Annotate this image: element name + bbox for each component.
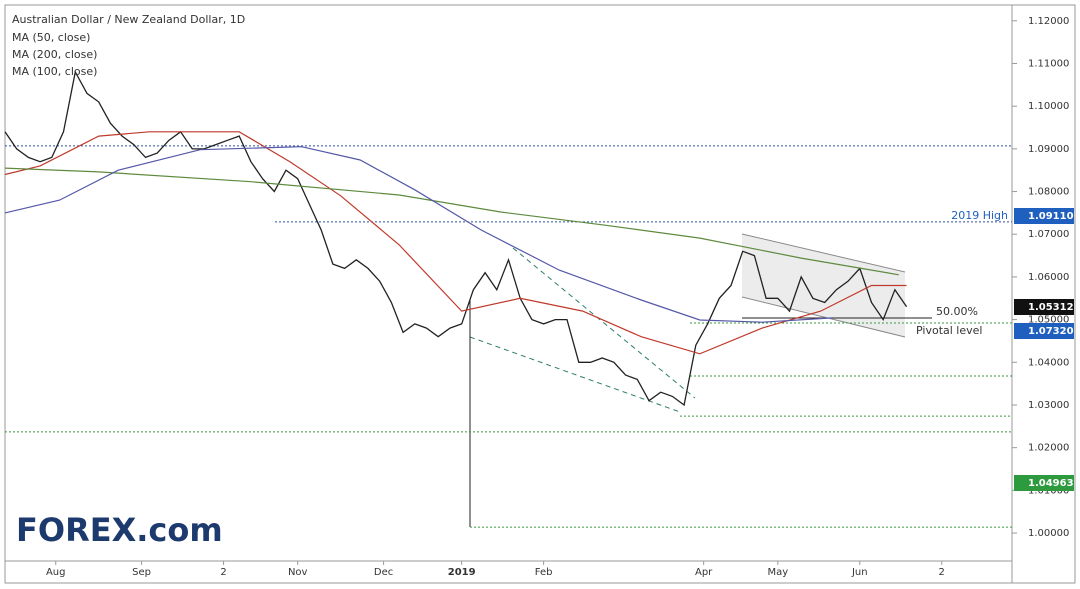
price-label-box: [1014, 323, 1074, 339]
legend-label: MA (100, close): [12, 65, 97, 78]
x-tick-label: Nov: [288, 567, 308, 578]
annotation: Pivotal level: [916, 324, 982, 337]
price-label-box: [1014, 299, 1074, 315]
y-tick-label: 1.12000: [1028, 16, 1069, 27]
x-tick-label: Apr: [695, 567, 713, 578]
channel-edge: [741, 296, 906, 338]
logo: FOREX.com: [16, 511, 223, 549]
x-tick-label: 2: [220, 567, 226, 578]
y-tick-label: 1.09000: [1028, 144, 1069, 155]
y-tick-label: 1.00000: [1028, 528, 1069, 539]
x-tick-label: 2019: [448, 567, 476, 578]
x-tick-label: 2: [939, 567, 945, 578]
y-tick-label: 1.08000: [1028, 187, 1069, 198]
chart-title: Australian Dollar / New Zealand Dollar, …: [12, 13, 245, 26]
x-tick-label: Feb: [535, 567, 553, 578]
channel-edge: [741, 233, 906, 273]
frame: [4, 4, 1076, 584]
y-tick-label: 1.05000: [1028, 315, 1069, 326]
price-label: 1.04963: [1028, 478, 1074, 489]
x-tick-label: Jun: [851, 567, 868, 578]
ma-line: [4, 167, 899, 276]
y-tick-label: 1.02000: [1028, 443, 1069, 454]
wedge-line: [512, 247, 696, 399]
y-tick-label: 1.03000: [1028, 400, 1069, 411]
y-tick-label: 1.04000: [1028, 357, 1069, 368]
legend-label: MA (50, close): [12, 31, 90, 44]
y-tick-label: 1.07000: [1028, 229, 1069, 240]
wedge-line: [469, 336, 681, 413]
channel: [742, 234, 905, 337]
x-tick-label: Aug: [46, 567, 66, 578]
x-tick-label: May: [767, 567, 788, 578]
legend-label: MA (200, close): [12, 48, 97, 61]
x-tick-label: Dec: [374, 567, 393, 578]
annotation: 2019 High: [951, 209, 1008, 222]
ma-line: [4, 131, 907, 355]
price-label-box: [1014, 475, 1074, 491]
y-tick-label: 1.10000: [1028, 101, 1069, 112]
price-label: 1.07320: [1028, 326, 1074, 337]
ma-line: [4, 146, 833, 323]
price-label-box: [1014, 208, 1074, 224]
y-tick-label: 1.11000: [1028, 58, 1069, 69]
x-tick-label: Sep: [132, 567, 151, 578]
price-label: 1.09110: [1028, 211, 1074, 222]
y-tick-label: 1.06000: [1028, 272, 1069, 283]
annotation: 50.00%: [936, 305, 978, 318]
price-label: 1.05312: [1028, 302, 1074, 313]
price-line: [4, 70, 908, 407]
